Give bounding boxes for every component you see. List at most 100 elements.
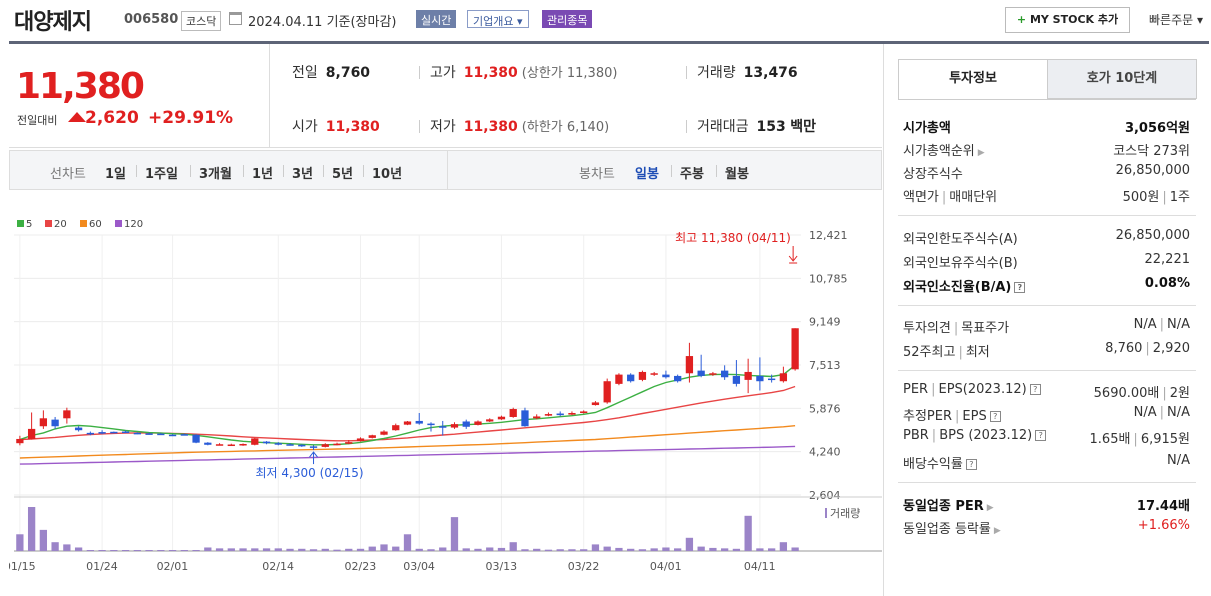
par-value-value: 500원 | 1주 <box>1122 190 1190 205</box>
volume-bar <box>674 548 682 551</box>
per-amount: 5690.00배 <box>1093 386 1160 401</box>
info-row-market-cap-rank[interactable]: 시가총액순위 ▶ 코스닥 273위 <box>903 137 1190 159</box>
open-label: 시가 <box>292 119 318 135</box>
volume-bar <box>380 544 388 551</box>
trade-amount-label: 거래대금 <box>697 119 749 135</box>
period-1y[interactable]: 1년 <box>252 167 274 182</box>
help-icon[interactable]: ? <box>1035 430 1047 441</box>
help-icon[interactable]: ? <box>989 411 1001 422</box>
realtime-badge[interactable]: 실시간 <box>416 10 457 28</box>
high-value: 11,380 <box>463 65 518 81</box>
candle <box>251 438 259 445</box>
info-row-industry-change[interactable]: 동일업종 등락률 ▶ +1.66% <box>903 515 1190 537</box>
period-selector: 선차트 1일 1주일 3개월 1년 3년 5년 10년 봉차트 일봉 주봉 월봉 <box>9 150 882 190</box>
candle <box>756 375 764 382</box>
x-tick-label: 01/24 <box>86 560 118 573</box>
divider <box>269 44 270 148</box>
52w-label: 52주최고 | 최저 <box>903 345 990 360</box>
candle <box>380 431 388 435</box>
volume-bar <box>298 548 306 551</box>
candle <box>239 443 247 446</box>
volume-bar <box>544 549 553 551</box>
x-tick-label: 03/13 <box>485 560 517 573</box>
add-my-stock-button[interactable]: + MY STOCK 추가 <box>1005 7 1130 33</box>
divider <box>419 66 420 79</box>
volume-bar <box>74 547 83 551</box>
candle-monthly[interactable]: 월봉 <box>725 167 749 182</box>
volume-bar <box>697 546 705 551</box>
volume-bar <box>133 550 141 551</box>
low-value: 11,380 <box>463 119 518 135</box>
candle <box>744 371 752 380</box>
info-row-foreign-ratio: 외국인소진율(B/A)? 0.08% <box>903 273 1190 295</box>
candle <box>779 373 788 382</box>
candle-weekly[interactable]: 주봉 <box>680 167 704 182</box>
line-chart-label: 선차트 <box>50 167 86 182</box>
candle <box>650 373 658 375</box>
candle <box>580 411 588 414</box>
company-overview-dropdown[interactable]: 기업개요 ▾ <box>467 10 529 28</box>
candle <box>27 428 36 439</box>
period-1d[interactable]: 1일 <box>105 167 127 182</box>
high-arrow-head <box>788 255 798 262</box>
volume-bar <box>439 547 447 551</box>
info-row-opinion: 투자의견 | 목표주가 N/A | N/A <box>903 314 1190 336</box>
help-icon[interactable]: ? <box>965 459 977 470</box>
help-icon[interactable]: ? <box>1029 384 1041 395</box>
target-price-amount: N/A <box>1167 317 1190 332</box>
period-3y[interactable]: 3년 <box>292 167 314 182</box>
y-tick-label: 4,240 <box>809 446 841 459</box>
volume-bar <box>603 546 611 551</box>
candle <box>110 431 118 434</box>
candle <box>215 444 224 446</box>
low-label: 저가 <box>430 119 456 135</box>
volume-bar <box>732 548 741 551</box>
upper-limit-value: (상한가 11,380) <box>521 66 618 81</box>
foreign-holdings-label: 외국인보유주식수(B) <box>903 256 1018 271</box>
trade-amount-value: 153 <box>756 119 786 135</box>
stock-chart-svg: 5 20 60 120 12,421 10,785 9,149 7,513 5,876 4,240… <box>9 219 882 573</box>
volume-bar <box>333 549 341 551</box>
period-3m[interactable]: 3개월 <box>199 167 232 182</box>
period-5y[interactable]: 5년 <box>332 167 354 182</box>
market-badge: 코스닥 <box>181 11 222 31</box>
x-tick-label: 04/01 <box>650 560 682 573</box>
volume-bar <box>121 550 130 551</box>
foreign-ratio-text: 외국인소진율(B/A) <box>903 280 1012 295</box>
trade-amount: 거래대금 153 백만 <box>697 116 816 136</box>
help-icon[interactable]: ? <box>1014 282 1026 293</box>
volume-bar <box>779 542 788 551</box>
stock-chart[interactable]: 5 20 60 120 12,421 10,785 9,149 7,513 5,876 4,240… <box>9 205 882 596</box>
pbr-amount: 1.65배 <box>1089 432 1131 447</box>
volume-bar <box>27 507 36 551</box>
est-per-amount: N/A <box>1133 405 1157 420</box>
candle <box>509 409 517 417</box>
tab-underline <box>898 99 1196 100</box>
info-row-est-per: 추정PER | EPS? N/A | N/A <box>903 402 1190 424</box>
volume-bar <box>309 549 318 551</box>
candle <box>39 418 48 427</box>
candle <box>192 434 200 443</box>
volume-bar <box>345 548 353 551</box>
chevron-right-icon: ▶ <box>993 526 1001 536</box>
tab-order-book[interactable]: 호가 10단계 <box>1047 59 1197 99</box>
period-10y[interactable]: 10년 <box>372 167 403 182</box>
open-value: 11,380 <box>325 119 380 135</box>
divider <box>283 165 284 177</box>
legend-label: 60 <box>89 219 102 230</box>
candle <box>685 356 694 374</box>
candle <box>439 426 447 428</box>
candle <box>791 328 799 370</box>
industry-per-label: 동일업종 PER ▶ <box>903 495 994 514</box>
volume-bar <box>721 548 729 551</box>
upper-limit-arrow-icon <box>68 112 86 122</box>
info-row-industry-per[interactable]: 동일업종 PER ▶ 17.44배 <box>903 492 1190 514</box>
period-1w[interactable]: 1주일 <box>145 167 178 182</box>
info-row-foreign-holdings: 외국인보유주식수(B) 22,221 <box>903 249 1190 271</box>
candle-daily[interactable]: 일봉 <box>635 167 659 182</box>
quick-order-button[interactable]: 빠른주문 ▾ <box>1149 13 1203 27</box>
volume-bar <box>51 542 59 551</box>
stock-code: 006580 <box>124 12 179 27</box>
52w-low-value: 2,920 <box>1152 341 1190 356</box>
tab-investment-info[interactable]: 투자정보 <box>898 59 1048 99</box>
